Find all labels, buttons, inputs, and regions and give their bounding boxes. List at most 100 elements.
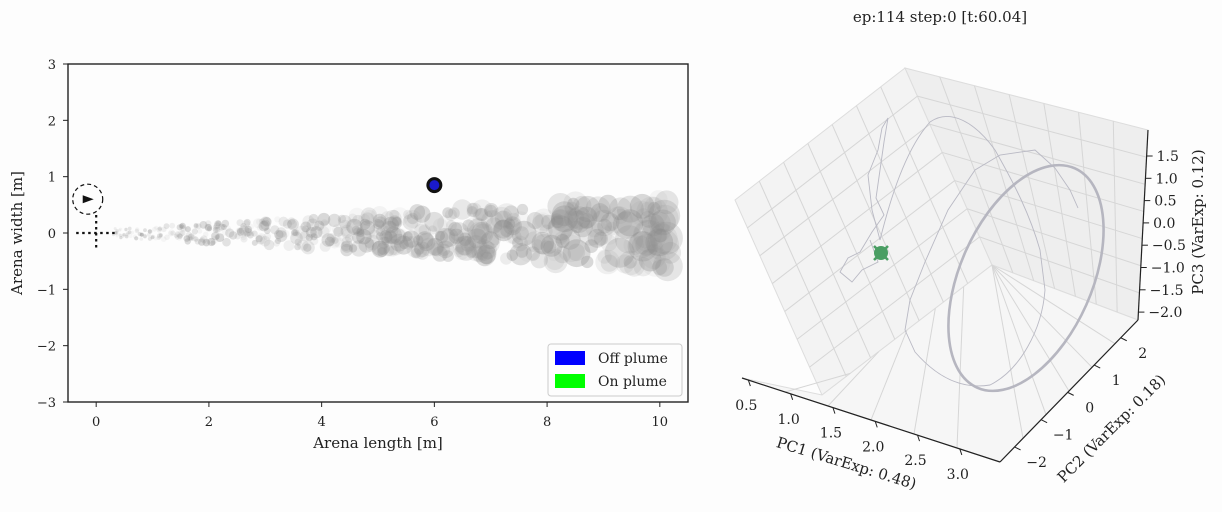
plume-puff <box>417 232 436 252</box>
plume-puff <box>348 207 365 224</box>
plume-puff <box>506 212 521 228</box>
plume-puff <box>389 209 400 220</box>
plume-puff <box>204 223 212 231</box>
plume-puff <box>358 213 370 226</box>
plume-puff <box>623 255 637 269</box>
pc1-tick <box>790 393 794 400</box>
plume-puff <box>534 212 551 228</box>
plume-puff <box>566 210 579 223</box>
plume-puff <box>551 213 564 226</box>
plume-puff <box>399 239 409 250</box>
plume-puff <box>122 233 126 237</box>
plume-puff <box>361 212 375 226</box>
plume-puff <box>440 228 459 248</box>
plume-puff <box>359 222 376 240</box>
arena-y-tick-label: 0 <box>48 227 56 242</box>
grid-line-left <box>809 236 980 368</box>
plume-puff <box>415 221 428 235</box>
arena-y-axis-label: Arena width [m] <box>8 171 26 296</box>
plume-puff <box>627 231 658 262</box>
plume-puff <box>597 218 612 234</box>
plume-puff <box>186 235 192 241</box>
arena-x-tick-label: 0 <box>92 415 100 430</box>
trajectory-explore <box>839 116 1079 387</box>
plume-puff <box>547 247 562 262</box>
plume-puff <box>199 236 206 243</box>
plume-puff <box>631 235 651 255</box>
plume-puff <box>413 223 432 242</box>
plume-puff <box>435 230 449 244</box>
plume-puff <box>341 236 353 248</box>
plume-puff <box>585 220 603 238</box>
plume-puff <box>635 208 651 224</box>
plume-puff <box>150 235 155 240</box>
plume-puff <box>392 228 408 244</box>
plume-puff <box>485 217 503 234</box>
plume-puff <box>410 248 422 259</box>
plume-puff <box>240 235 248 243</box>
plume-puff <box>152 226 157 232</box>
plume-puff <box>258 220 270 232</box>
plume-puff <box>650 221 671 242</box>
plume-puff <box>134 228 140 234</box>
plume-puff <box>202 238 211 247</box>
plume-puff <box>456 227 477 249</box>
plume-puff <box>317 226 330 238</box>
plume-puff <box>640 201 657 218</box>
plume-puff <box>476 249 493 267</box>
plume-puff <box>453 245 464 255</box>
plume-puff <box>255 233 267 245</box>
plume-puff <box>137 231 142 237</box>
plume-puff <box>506 249 518 261</box>
plume-puff <box>318 220 332 235</box>
plume-puff <box>467 218 490 241</box>
plume-puff <box>394 235 414 255</box>
plume-puff <box>515 245 529 258</box>
plume-puff <box>504 218 516 230</box>
plume-puff <box>648 240 664 256</box>
plume-puff <box>480 210 504 234</box>
plume-puff <box>449 222 469 242</box>
plume-puff <box>214 234 220 240</box>
plume-puff <box>173 233 179 238</box>
pc3-axis-line <box>1137 129 1149 321</box>
plume-puff <box>134 236 139 241</box>
pc1-tick-label: 1.5 <box>820 426 842 442</box>
plume-puff <box>402 231 413 242</box>
plume-puff <box>381 236 391 246</box>
plume-puff <box>372 240 388 256</box>
plume-puff <box>278 216 289 227</box>
plume-puff <box>390 207 409 226</box>
pc1-tick <box>917 434 920 442</box>
legend-label-off-plume: Off plume <box>598 351 668 367</box>
plume-puff <box>531 231 554 255</box>
pc2-tick-label: 2 <box>1138 346 1147 362</box>
plume-puff <box>221 219 230 228</box>
plume-puff <box>340 243 353 257</box>
plume-puff <box>243 218 251 226</box>
plume-puff <box>352 214 364 227</box>
plume-puff <box>118 233 122 237</box>
grid-line-left-v <box>783 162 872 359</box>
plume-puff <box>287 218 299 231</box>
plume-puff <box>317 212 331 226</box>
plume-puff <box>260 219 271 231</box>
plume-puff <box>246 231 254 239</box>
grid-line-left-v <box>807 143 896 340</box>
plume-puff <box>556 234 585 263</box>
plume-puff <box>600 254 619 272</box>
pc1-axis-line <box>741 377 1001 463</box>
plume-puff <box>466 206 478 217</box>
plume-puff <box>550 209 570 229</box>
plume-puff <box>259 236 271 247</box>
plume-puff <box>326 233 337 243</box>
plume-puff <box>448 228 464 244</box>
grid-line-floor-a <box>870 329 908 421</box>
plume-puff <box>413 205 431 223</box>
plume-puff <box>623 235 644 256</box>
plume-puff <box>551 205 578 233</box>
plume-puff <box>169 222 176 229</box>
plume-puff <box>437 215 454 232</box>
plume-puff <box>612 208 629 224</box>
grid-line-back-h <box>917 95 1147 158</box>
